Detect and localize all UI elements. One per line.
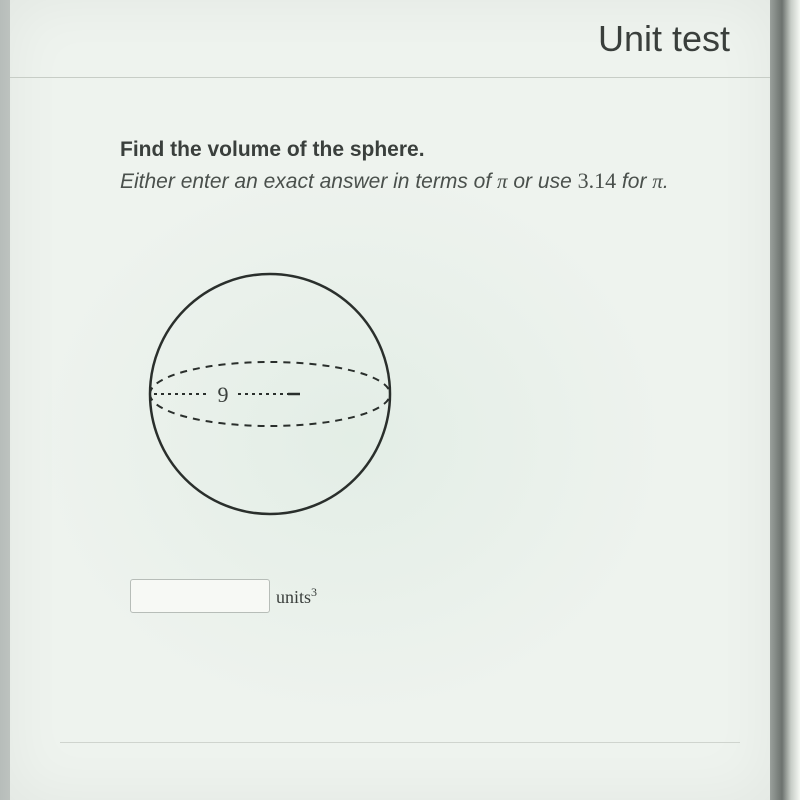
sphere-outline	[150, 274, 390, 514]
sphere-svg: 9	[140, 264, 420, 534]
page: Unit test Find the volume of the sphere.…	[10, 0, 770, 800]
pi-symbol-1: π	[497, 169, 508, 193]
pi-symbol-2: π	[652, 169, 663, 193]
equator-back	[150, 362, 390, 394]
pi-approx-value: 3.14	[578, 168, 617, 193]
answer-row: units3	[130, 579, 770, 613]
question-prompt: Find the volume of the sphere.	[120, 138, 770, 162]
units-exp: 3	[311, 585, 317, 599]
subprompt-mid: or use	[508, 170, 578, 193]
units-label: units3	[276, 585, 317, 608]
question-subprompt: Either enter an exact answer in terms of…	[120, 168, 770, 194]
header: Unit test	[10, 0, 770, 78]
page-title: Unit test	[598, 18, 730, 60]
answer-input[interactable]	[130, 579, 270, 613]
subprompt-period: .	[663, 170, 669, 193]
subprompt-post: for	[616, 170, 652, 193]
sphere-figure: 9	[140, 264, 770, 539]
units-base: units	[276, 587, 311, 607]
radius-label: 9	[218, 382, 229, 407]
equator-front	[150, 394, 390, 426]
subprompt-pre: Either enter an exact answer in terms of	[120, 170, 497, 193]
question-content: Find the volume of the sphere. Either en…	[10, 78, 770, 613]
divider	[60, 742, 740, 743]
